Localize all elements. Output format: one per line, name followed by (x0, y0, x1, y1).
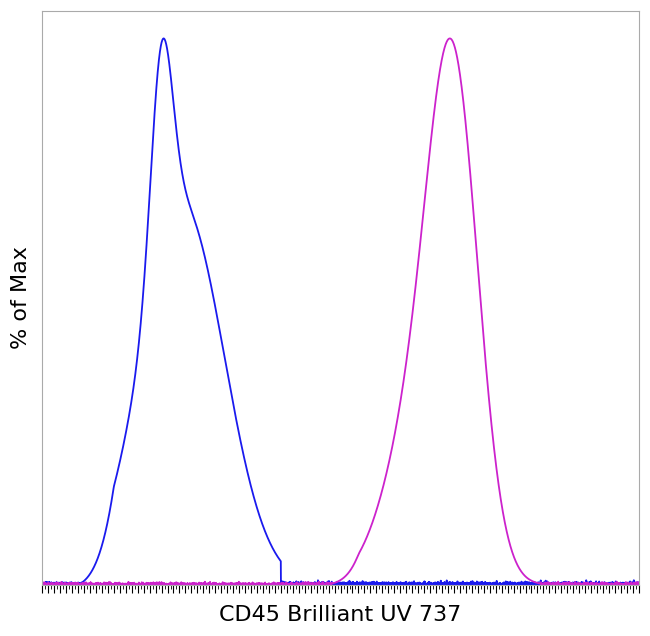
Y-axis label: % of Max: % of Max (11, 247, 31, 349)
X-axis label: CD45 Brilliant UV 737: CD45 Brilliant UV 737 (220, 605, 462, 625)
